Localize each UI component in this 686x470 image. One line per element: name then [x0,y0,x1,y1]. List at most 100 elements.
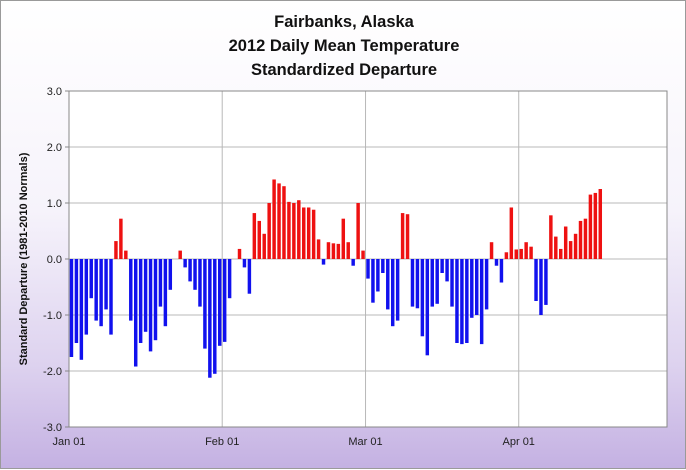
bar-negative [534,259,538,301]
chart-title-line-1: Fairbanks, Alaska [274,13,414,31]
bar-positive [331,243,336,259]
y-axis-label: Standard Departure (1981-2010 Normals) [18,152,30,365]
bar-negative [425,259,430,356]
bar-negative [450,259,454,307]
bar-negative [321,259,326,265]
bar-positive [119,218,123,259]
bar-negative [465,259,469,343]
bar-negative [539,259,543,315]
bar-positive [583,218,588,259]
bar-negative [390,259,395,327]
x-tick-label: Apr 01 [503,436,535,448]
y-tick-label: 1.0 [47,198,62,210]
bar-negative [203,259,207,349]
bar-negative [99,259,103,327]
bar-positive [554,236,558,259]
bar-positive [252,213,257,259]
bar-negative [366,259,370,279]
bar-negative [89,259,93,299]
bar-positive [563,226,568,259]
y-tick-label: -1.0 [43,310,62,322]
bar-positive [568,241,573,259]
bar-negative [129,259,133,321]
bar-negative [138,259,143,343]
bar-positive [588,194,593,259]
bar-negative [395,259,400,321]
chart-title-line-3: Standardized Departure [250,61,438,79]
bar-positive [524,242,528,259]
bar-negative [74,259,79,343]
bar-positive [326,242,331,259]
y-tick-label: 3.0 [47,86,62,98]
bar-negative [479,259,484,345]
bar-negative [168,259,173,290]
bar-negative [193,259,197,290]
bar-negative [158,259,163,307]
bar-negative [386,259,390,310]
bar-negative [183,259,187,268]
bar-positive [277,183,281,259]
bar-negative [494,259,499,266]
bar-positive [316,239,321,259]
bar-negative [499,259,504,283]
y-tick-label: -3.0 [43,422,62,434]
bar-positive [237,248,242,259]
bar-positive [573,233,578,259]
axis-layer: 3.0 2.0 1.0 0.0 -1.0 -2.0 -3.0 Jan 01 Feb 01 Mar … [43,86,668,448]
bar-negative [381,259,385,273]
bar-negative [109,259,113,335]
bar-positive [356,203,360,259]
bar-positive [272,179,276,259]
bar-positive [529,246,533,259]
bar-negative [218,259,222,346]
bar-negative [198,259,202,307]
bar-positive [504,252,509,259]
bar-positive [489,242,494,259]
bar-negative [213,259,217,374]
bar-positive [267,203,271,259]
bar-negative [351,259,355,266]
bar-negative [208,259,212,378]
bar-positive [302,207,306,259]
bar-negative [148,259,153,352]
bar-negative [410,259,415,307]
bar-positive [341,218,346,259]
x-tick-label: Feb 01 [205,436,239,448]
bar-positive [297,200,301,259]
bar-negative [435,259,439,304]
bar-negative [227,259,232,299]
bar-negative [84,259,89,335]
bar-positive [287,201,291,259]
bar-negative [440,259,444,273]
x-tick-label: Mar 01 [348,436,382,448]
bar-positive [257,220,261,259]
bar-positive [346,242,350,259]
bar-negative [470,259,474,318]
bar-positive [405,214,410,259]
bar-positive [400,213,405,259]
bar-negative [455,259,459,343]
bar-negative [79,259,84,360]
bar-negative [420,259,425,337]
bar-negative [133,259,138,367]
bar-negative [104,259,108,310]
bar-positive [336,243,341,259]
bar-positive [114,241,118,259]
bar-positive [549,215,553,259]
bar-negative [94,259,98,321]
y-tick-label: 0.0 [47,254,62,266]
bar-positive [559,248,563,259]
plot-border [68,90,668,428]
bar-negative [371,259,375,303]
bar-negative [242,259,247,268]
bar-negative [69,259,74,357]
bar-negative [222,259,227,342]
bar-negative [163,259,168,327]
bar-positive [514,249,518,259]
bar-positive [311,209,316,259]
bar-positive [519,248,523,259]
bar-positive [509,207,514,259]
bar-negative [475,259,479,315]
bar-positive [262,233,266,259]
